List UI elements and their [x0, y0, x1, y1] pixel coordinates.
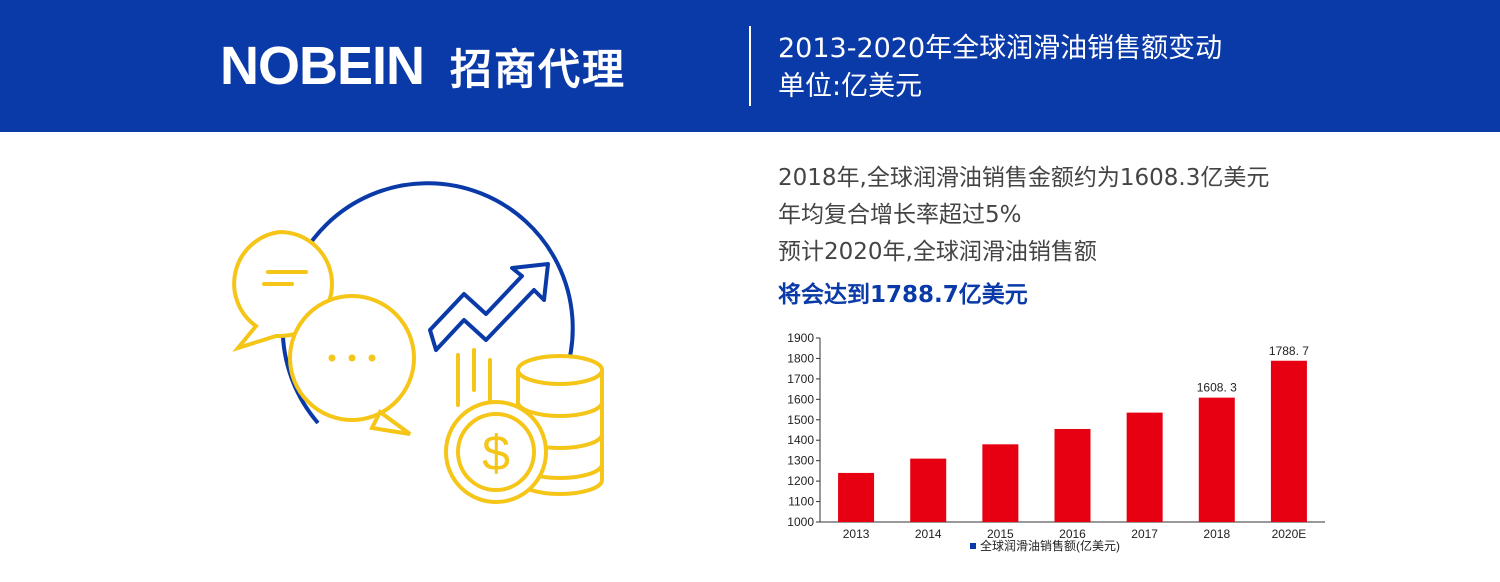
- header-banner: NOBEIN 招商代理 2013-2020年全球润滑油销售额变动 单位:亿美元: [0, 0, 1500, 132]
- x-tick-label: 2013: [843, 527, 870, 541]
- bar: [1054, 428, 1091, 522]
- data-label: 1788. 7: [1269, 344, 1309, 358]
- bar: [1126, 412, 1163, 522]
- intro-line-1: 2018年,全球润滑油销售金额约为1608.3亿美元: [778, 165, 1270, 191]
- bar: [910, 458, 947, 522]
- intro-line-3: 预计2020年,全球润滑油销售额: [778, 239, 1097, 265]
- x-tick-label: 2015: [987, 527, 1014, 541]
- y-tick-label: 1700: [787, 372, 814, 386]
- y-tick-label: 1900: [787, 331, 814, 345]
- intro-line-2: 年均复合增长率超过5%: [778, 202, 1022, 228]
- falling-coin-lines-icon: [456, 348, 492, 412]
- x-tick-label: 2014: [915, 527, 942, 541]
- x-tick-label: 2020E: [1272, 527, 1307, 541]
- y-tick-label: 1000: [787, 515, 814, 529]
- y-tick-label: 1100: [788, 495, 814, 509]
- y-tick-label: 1600: [787, 392, 814, 406]
- brand-logo: NOBEIN: [220, 36, 425, 96]
- y-tick-label: 1200: [787, 474, 814, 488]
- brand: NOBEIN 招商代理: [220, 36, 626, 96]
- header-text: 2013-2020年全球润滑油销售额变动 单位:亿美元: [778, 30, 1222, 106]
- chart-title: 2013-2020年全球润滑油销售额变动: [778, 33, 1223, 64]
- x-tick-label: 2017: [1131, 527, 1158, 541]
- chat-dots-icon: [288, 294, 416, 436]
- legend-swatch: [970, 543, 976, 549]
- x-tick-label: 2016: [1059, 527, 1086, 541]
- bar: [1198, 397, 1235, 522]
- legend-label: 全球润滑油销售额(亿美元): [980, 538, 1120, 553]
- bar: [838, 472, 875, 522]
- bar: [1270, 360, 1307, 522]
- bar: [982, 444, 1019, 522]
- brand-subtitle: 招商代理: [450, 44, 627, 94]
- y-tick-label: 1300: [787, 454, 814, 468]
- intro-text: 2018年,全球润滑油销售金额约为1608.3亿美元 年均复合增长率超过5% 预…: [778, 160, 1269, 314]
- bar-chart: 1000 1100 1200 1300 1400 1500 1600 1700 1800 1900…: [787, 331, 1325, 553]
- x-tick-label: 2018: [1203, 527, 1230, 541]
- unit-label: 单位:亿美元: [778, 71, 923, 102]
- data-label: 1608. 3: [1197, 381, 1237, 395]
- intro-highlight: 将会达到1788.7亿美元: [778, 282, 1028, 308]
- y-tick-label: 1800: [787, 351, 814, 365]
- finance-illustration: $: [232, 181, 604, 504]
- rising-arrow-icon: [428, 262, 550, 352]
- y-tick-label: 1400: [787, 433, 814, 447]
- header-divider: [749, 26, 751, 106]
- svg-text:$: $: [482, 425, 510, 481]
- dollar-coin-icon: $: [444, 400, 548, 504]
- y-tick-label: 1500: [787, 413, 814, 427]
